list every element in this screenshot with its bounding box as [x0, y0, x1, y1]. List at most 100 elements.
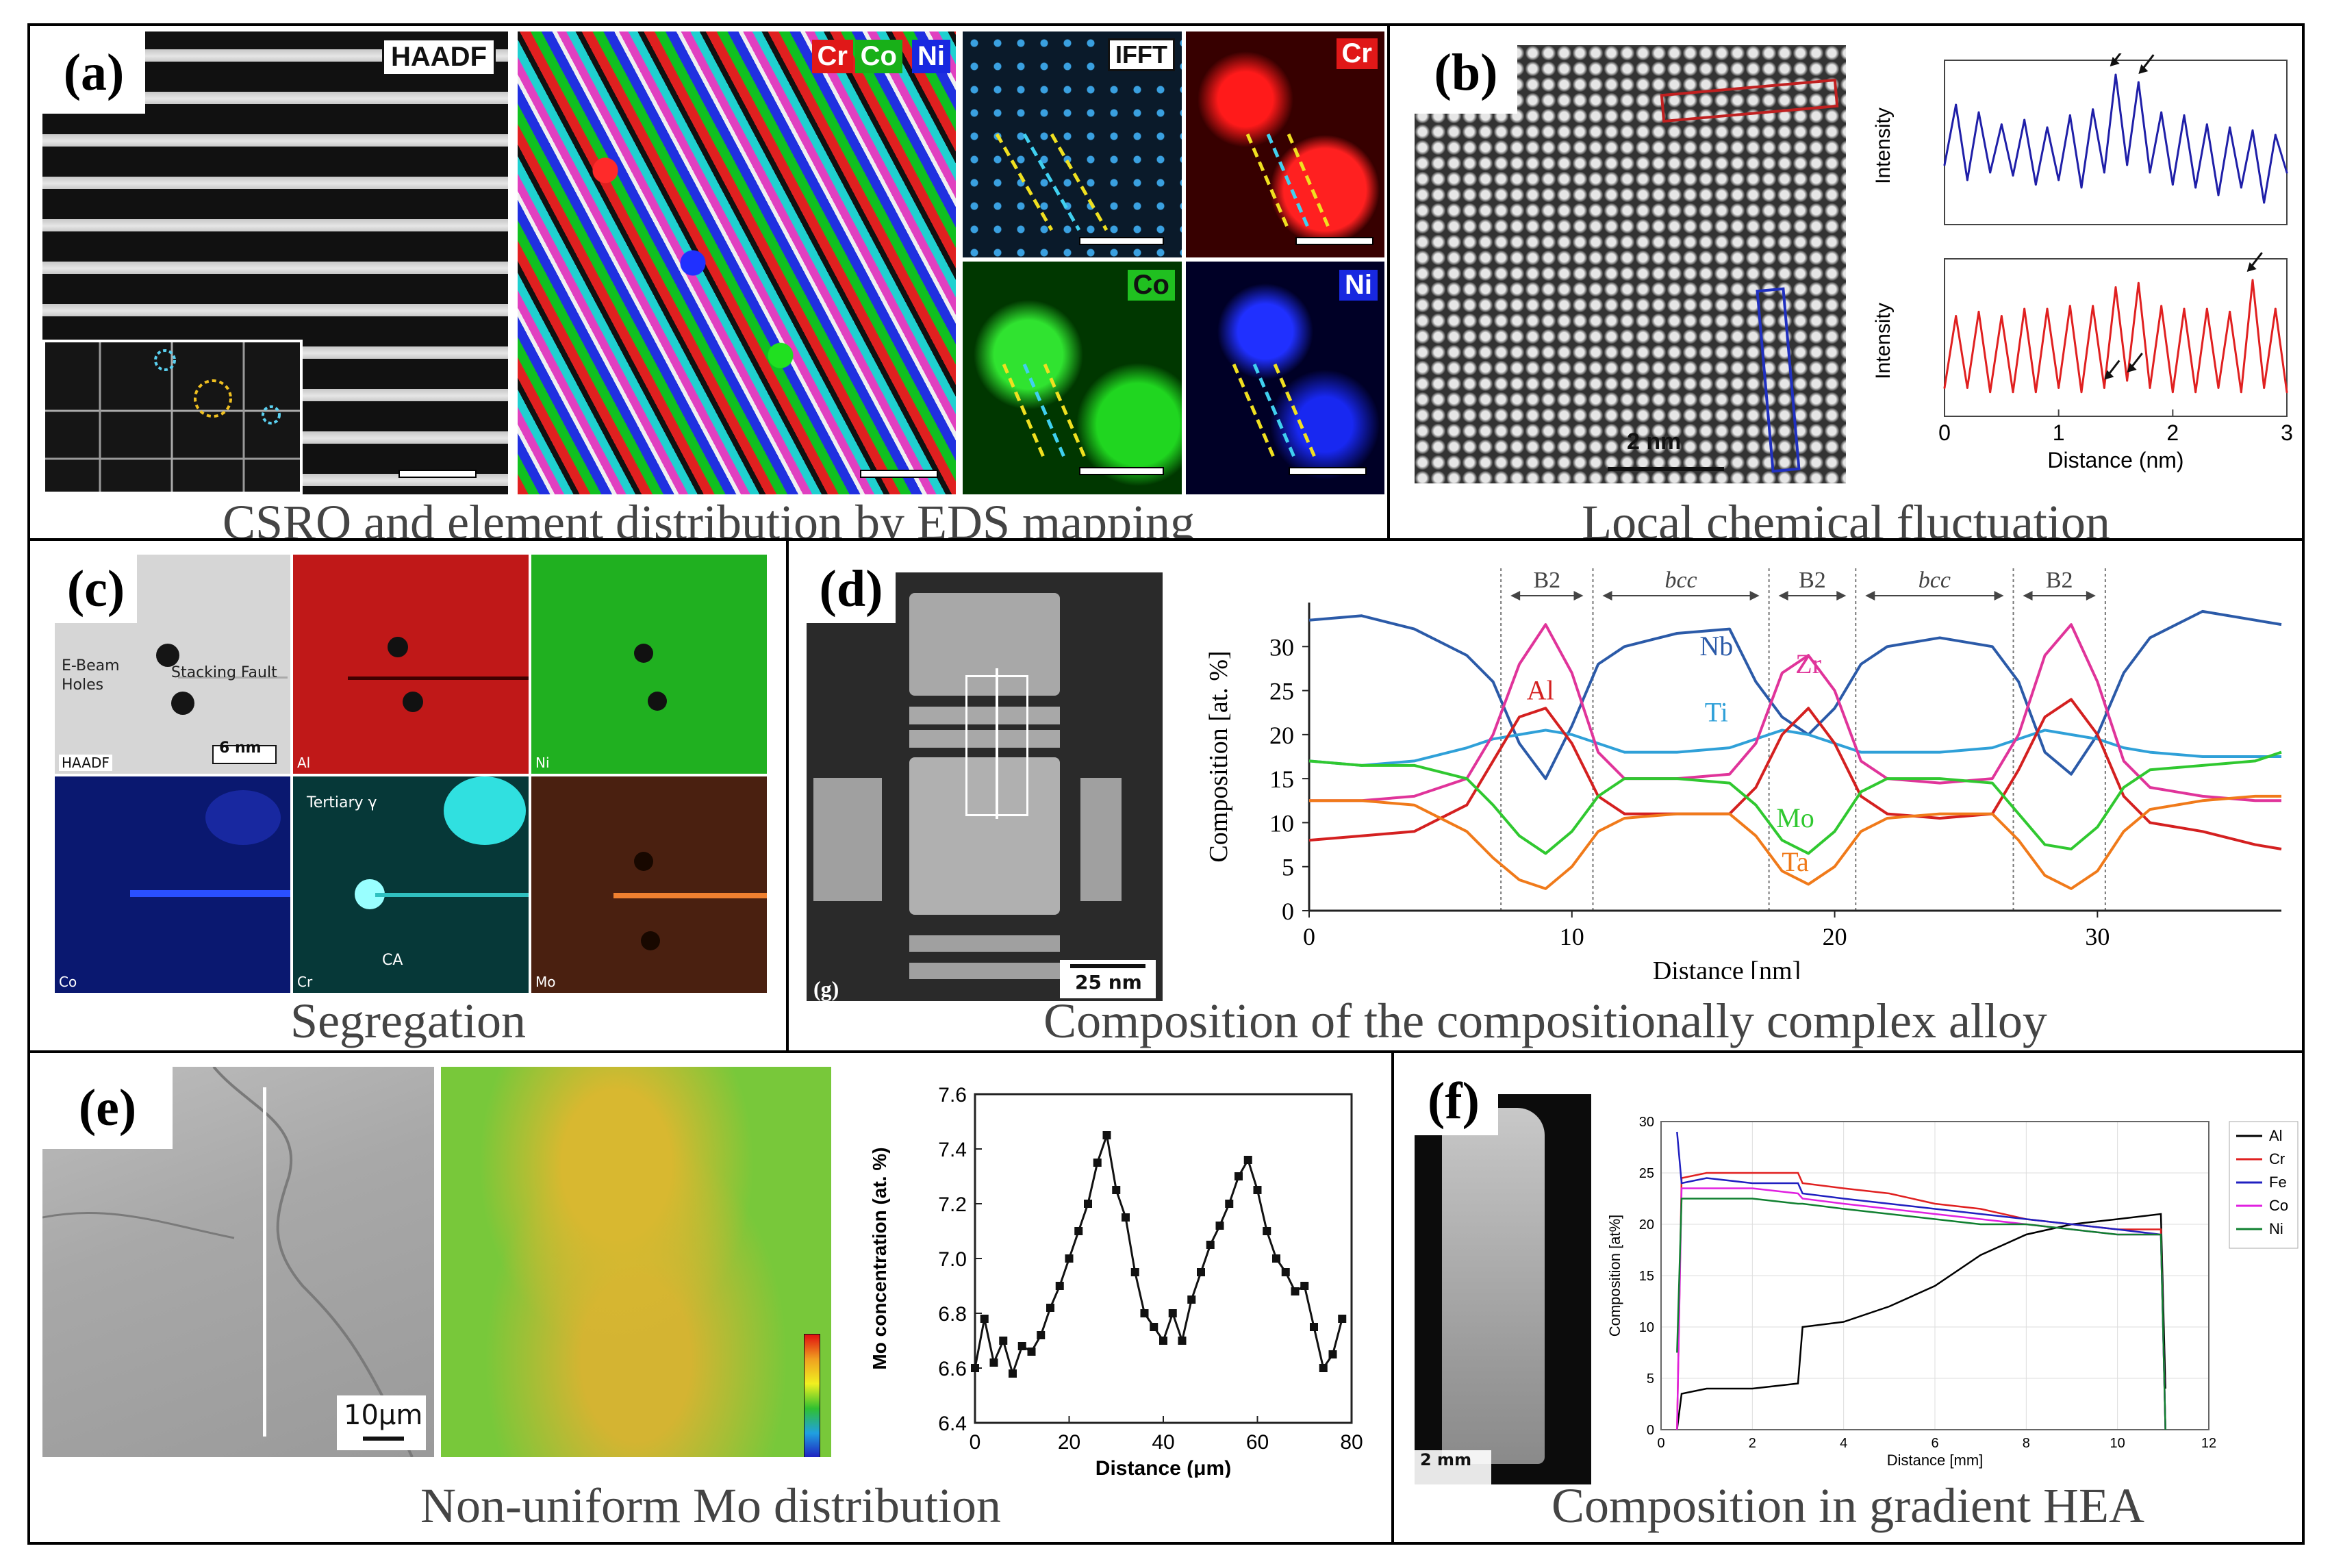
d-phase-label: B2: [1533, 568, 1560, 593]
e-point: [1112, 1186, 1121, 1194]
b-bottom-point: [2000, 315, 2003, 317]
panel-f: (f) 2 mm 0 5 10 15 20 25 30 0 2 4 6 8 10 12 Distance […: [1391, 1050, 2305, 1545]
e-point: [1243, 1156, 1252, 1164]
b-bottom-point: [2103, 387, 2105, 389]
ifft-scale-bar: [1079, 237, 1164, 245]
ni-map: Ni: [1186, 262, 1384, 494]
hrstem-scale-label: 2 nm: [1627, 429, 1682, 455]
co-scale-bar: [1079, 467, 1164, 475]
f-legend-box: [2229, 1121, 2299, 1249]
e-point: [1017, 1342, 1026, 1350]
e-point: [1140, 1309, 1149, 1317]
mo-concentration-chart: 6.4 6.6 6.8 7.0 7.2 7.4 7.6 0 20 40 60 80 Distance (…: [869, 1084, 1363, 1478]
panel-d: (d) (g) 25 nm B2 bcc B2 bcc B2 Nb Ti Zr Al Mo Ta …: [786, 538, 2305, 1053]
d-series-label-ta: Ta: [1782, 846, 1809, 877]
e-point: [1300, 1282, 1309, 1290]
tile-label-cr: Cr: [297, 974, 313, 990]
d-series-al: [1308, 698, 2282, 850]
e-point: [980, 1315, 989, 1323]
e-point: [971, 1364, 979, 1372]
color-scale-bar: [804, 1334, 820, 1457]
b-xtick-label: 1: [2053, 420, 2065, 445]
f-xtick-label: 10: [2110, 1436, 2125, 1451]
al-hole-2: [403, 692, 423, 712]
d-phase-arrow-left: [2023, 591, 2033, 600]
panel-f-caption: Composition in gradient HEA: [1552, 1478, 2144, 1533]
f-legend-label: Co: [2269, 1197, 2288, 1214]
d-series-label-al: Al: [1527, 674, 1554, 705]
d-series-label-mo: Mo: [1776, 802, 1814, 833]
tile-label-co: Co: [59, 974, 77, 990]
e-point: [1281, 1268, 1290, 1276]
d-xtick-label: 0: [1303, 923, 1315, 950]
b-bottom-point: [2263, 387, 2266, 389]
cr-guide-lines: [1245, 134, 1332, 231]
ifft-label: IFFT: [1108, 38, 1175, 71]
b-bottom-point: [2274, 307, 2277, 310]
e-xlabel: Distance (μm): [1096, 1457, 1231, 1478]
e-point: [1291, 1287, 1300, 1295]
f-legend-label: Fe: [2269, 1174, 2287, 1191]
ni-guide-lines: [1232, 364, 1318, 461]
b-xlabel: Distance (nm): [2047, 448, 2183, 472]
co-blob: [205, 790, 281, 845]
b-top-point: [1989, 171, 1992, 174]
f-series-ni: [1676, 1198, 2166, 1430]
b-top-point: [2171, 184, 2174, 186]
d-phase-arrow-left: [1865, 591, 1875, 600]
d-phase-arrow-right: [1573, 591, 1584, 600]
ni-hole-1: [634, 644, 653, 663]
d-ytick-label: 30: [1269, 633, 1294, 661]
e-ytick-label: 7.2: [938, 1193, 967, 1216]
segregation-grid: E-Beam Holes Stacking Fault 6 nm HAADF A…: [55, 555, 767, 993]
hrstem-scale-bar: [1608, 467, 1724, 471]
b-bottom-point: [2046, 307, 2049, 310]
d-phase-arrow-right: [2086, 591, 2096, 600]
line-scan-line: [996, 668, 998, 819]
e-point: [1253, 1186, 1262, 1194]
f-legend-label: Al: [2269, 1127, 2283, 1144]
e-point: [1197, 1268, 1205, 1276]
f-xtick-label: 8: [2023, 1436, 2030, 1451]
f-ytick-label: 5: [1647, 1371, 1654, 1387]
eds-label-cr: Cr: [811, 40, 853, 73]
sem-scale-label: 25 nm: [1075, 971, 1142, 994]
ebeam-hole-1: [156, 644, 179, 667]
b-bottom-point: [1977, 310, 1980, 313]
scale-label: 2 mm: [1420, 1450, 1472, 1469]
e-point: [1178, 1337, 1187, 1345]
d-ytick-label: 10: [1269, 809, 1294, 837]
fft-inset: [42, 340, 303, 494]
eds-scale-bar: [860, 470, 938, 478]
f-xtick-label: 0: [1657, 1436, 1664, 1451]
panel-e-caption: Non-uniform Mo distribution: [420, 1478, 1001, 1533]
b-bottom-point: [2160, 305, 2163, 307]
d-xtick-label: 20: [1823, 923, 1847, 950]
e-xtick-label: 40: [1152, 1431, 1174, 1454]
panel-c-letter: (c): [55, 555, 137, 623]
b-bottom-point: [2080, 391, 2083, 394]
precipitate-right: [1080, 778, 1122, 901]
b-bottom-point: [2217, 387, 2220, 389]
panel-c-caption: Segregation: [290, 994, 526, 1048]
tile-label-al: Al: [297, 755, 311, 771]
tile-mo: Mo: [531, 776, 767, 993]
sample-body: [1442, 1108, 1545, 1464]
co-guide-lines: [1002, 364, 1088, 461]
b-top-point: [2068, 114, 2071, 116]
b-top-point: [2092, 108, 2094, 111]
eds-label-co: Co: [854, 40, 902, 73]
f-ytick-label: 0: [1647, 1423, 1654, 1438]
scale-box: [1415, 1450, 1491, 1484]
b-top-point: [2274, 134, 2277, 136]
d-phase-arrow-left: [1778, 591, 1788, 600]
f-series-al: [1676, 1213, 2166, 1430]
fft-pattern: [45, 342, 300, 492]
panel-c: (c) E-Beam Holes Stacking Fault 6 nm HAA…: [27, 538, 789, 1053]
d-series-label-zr: Zr: [1795, 648, 1821, 679]
f-series-fe: [1676, 1131, 2166, 1430]
d-ytick-label: 5: [1282, 854, 1294, 881]
b-top-point: [1955, 103, 1958, 106]
blue-profile-box: [1756, 287, 1801, 473]
e-point: [1234, 1172, 1243, 1180]
